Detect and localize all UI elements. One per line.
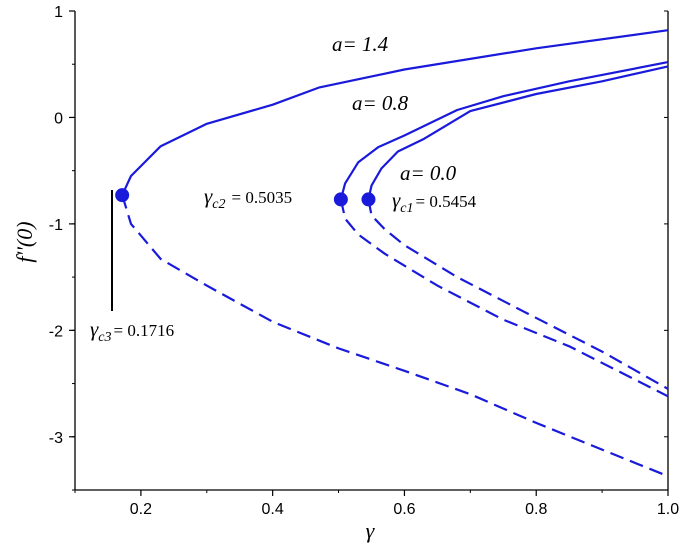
upper-branch-line [121,29,669,196]
lower-branch-line [367,199,669,390]
critical-point-marker [361,192,376,207]
gamma-c3-sub: c3 [98,330,111,345]
gamma-c2-symbol: γ [204,184,213,208]
label-a-0.8: a= 0.8 [352,91,409,115]
upper-branch-line [339,61,669,200]
label-gamma-c2: γc2 = 0.5035 [204,184,292,212]
label-a-1.4: a= 1.4 [332,32,389,56]
y-axis-title: f''(0) [12,221,37,262]
gamma-c2-value: = 0.5035 [232,188,293,207]
x-tick-label: 1.0 [657,501,679,518]
lower-branch-line [339,199,669,398]
axis-ticks [69,10,669,496]
lower-branch-line [121,194,669,478]
x-axis-title: γ [366,518,376,543]
gamma-c3-value: = 0.1716 [114,321,175,340]
label-a-1.4-text: a= 1.4 [332,32,389,56]
y-tick-label: 0 [54,110,63,127]
x-tick-label: 0.6 [393,501,415,518]
critical-point-marker [333,192,348,207]
label-gamma-c3: γc3 = 0.1716 [90,317,174,345]
label-a-0.0-text: a= 0.0 [400,161,457,185]
axis-tick-labels: 0.2 0.4 0.6 0.8 1.0 1 0 -1 -2 -3 [49,4,679,518]
x-tick-label: 0.8 [525,501,547,518]
critical-point-marker [115,188,130,203]
upper-branch-line [367,65,669,200]
label-gamma-c1: γc1 = 0.5454 [392,188,477,216]
label-a-0.0: a= 0.0 [400,161,457,185]
gamma-c1-sub: c1 [400,201,413,216]
y-tick-label: -3 [49,430,63,447]
y-tick-label: 1 [54,4,63,21]
y-tick-label: -2 [49,323,63,340]
series-curves [121,29,669,478]
y-tick-label: -1 [49,217,63,234]
x-tick-label: 0.4 [262,501,284,518]
label-a-0.8-text: a= 0.8 [352,91,409,115]
x-tick-label: 0.2 [130,501,152,518]
gamma-c1-symbol: γ [392,188,401,212]
gamma-c1-value: = 0.5454 [416,192,477,211]
gamma-c2-sub: c2 [212,197,225,212]
critical-points [115,188,376,207]
gamma-c3-symbol: γ [90,317,99,341]
